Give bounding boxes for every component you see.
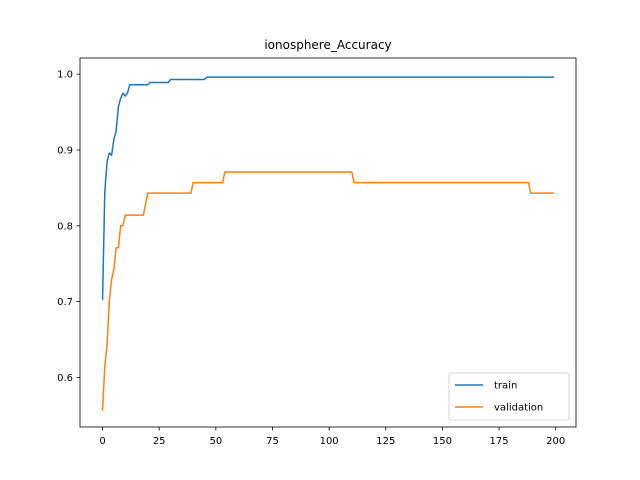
x-tick-label: 50	[209, 436, 222, 447]
y-tick-label: 0.6	[57, 373, 73, 384]
x-axis: 0 25 50 75 100 125 150 175 200	[99, 427, 565, 447]
x-tick-label: 0	[99, 436, 105, 447]
x-tick-label: 125	[376, 436, 395, 447]
legend-label-train: train	[494, 381, 517, 392]
legend-label-validation: validation	[494, 403, 543, 414]
x-tick-label: 75	[266, 436, 279, 447]
y-tick-label: 0.8	[57, 221, 73, 232]
y-axis: 0.6 0.7 0.8 0.9 1.0	[57, 70, 80, 384]
x-tick-label: 100	[320, 436, 339, 447]
y-tick-label: 1.0	[57, 70, 73, 81]
x-tick-label: 200	[546, 436, 565, 447]
series-layer	[101, 76, 555, 411]
chart-title: ionosphere_Accuracy	[264, 38, 391, 52]
plot-area-frame	[79, 57, 577, 428]
x-tick-label: 150	[433, 436, 452, 447]
series-line-validation	[101, 171, 555, 411]
y-tick-label: 0.9	[57, 146, 73, 157]
x-tick-label: 25	[153, 436, 166, 447]
legend: train validation	[448, 372, 570, 421]
y-tick-label: 0.7	[57, 297, 73, 308]
x-tick-label: 175	[490, 436, 509, 447]
series-line-train	[101, 76, 555, 301]
